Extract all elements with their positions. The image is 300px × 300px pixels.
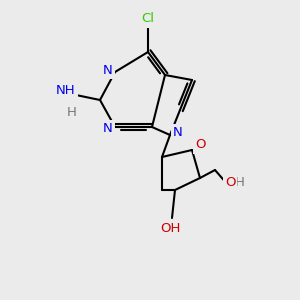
Text: NH: NH — [56, 83, 76, 97]
Text: Cl: Cl — [142, 13, 154, 26]
Text: O: O — [225, 176, 235, 190]
Text: N: N — [173, 127, 183, 140]
Text: H: H — [67, 106, 77, 118]
Text: OH: OH — [160, 221, 180, 235]
Text: N: N — [103, 64, 113, 76]
Text: N: N — [103, 122, 113, 136]
Text: H: H — [235, 176, 245, 190]
Text: O: O — [195, 139, 205, 152]
